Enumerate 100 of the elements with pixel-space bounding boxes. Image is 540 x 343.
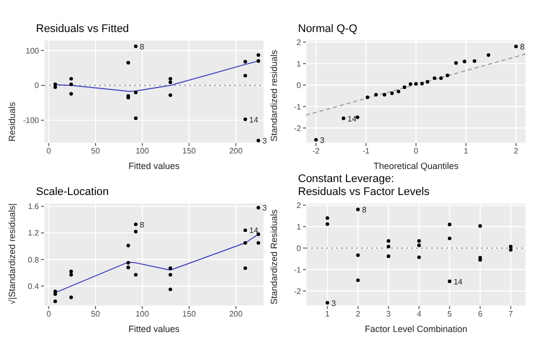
x-tick-label: 200 — [229, 310, 244, 319]
y-tick-label: 0.8 — [28, 255, 40, 264]
point — [69, 92, 73, 96]
point — [374, 92, 378, 97]
x-tick-label: 1 — [325, 310, 330, 319]
point — [256, 241, 260, 245]
y-tick-label: 1.2 — [28, 228, 40, 238]
point — [396, 90, 400, 94]
x-tick-label: 5 — [447, 310, 452, 319]
x-tick-label: 200 — [229, 146, 244, 156]
y-tick-label: 1.6 — [28, 202, 40, 212]
y-axis-title: Residuals — [7, 101, 18, 142]
y-tick-label: 2 — [296, 200, 302, 210]
point — [356, 278, 360, 282]
point — [243, 117, 248, 122]
x-tick-label: 100 — [136, 146, 150, 156]
point — [243, 266, 248, 270]
annotation: 8 — [520, 42, 525, 52]
annotation: 3 — [331, 298, 336, 308]
y-tick-label: -1 — [294, 265, 302, 274]
x-tick-label: 150 — [182, 146, 196, 156]
x-axis-title: Factor Level Combination — [364, 324, 468, 334]
point — [256, 206, 260, 210]
y-tick-label: 1 — [296, 222, 302, 232]
annotation: 8 — [140, 42, 145, 52]
x-tick-label: 6 — [478, 310, 483, 319]
point — [53, 292, 58, 296]
x-tick-label: 100 — [136, 310, 150, 319]
point — [126, 60, 130, 64]
point — [386, 239, 390, 243]
point — [417, 243, 421, 248]
x-tick-label: -1 — [362, 146, 370, 156]
annotation: 14 — [249, 115, 259, 124]
y-tick-label: 0 — [34, 81, 40, 90]
y-axis-title: Standardized Residuals — [269, 208, 280, 304]
point — [134, 230, 138, 234]
point — [134, 222, 138, 226]
point — [243, 241, 248, 245]
y-tick-label: 2 — [296, 38, 302, 47]
annotation: 8 — [140, 220, 145, 230]
y-tick-label: 100 — [26, 46, 40, 56]
point — [69, 76, 73, 81]
x-tick-label: 7 — [508, 310, 514, 319]
point — [432, 76, 436, 80]
point — [402, 85, 406, 90]
point — [454, 61, 458, 65]
annotation: 14 — [249, 226, 259, 236]
x-tick-label: 0 — [414, 146, 419, 156]
point — [256, 53, 260, 57]
annotation: 3 — [262, 136, 268, 146]
point — [439, 76, 443, 80]
x-axis-title: Fitted values — [128, 161, 180, 171]
point — [314, 138, 318, 142]
point — [448, 222, 452, 226]
y-tick-label: -2 — [294, 286, 302, 296]
y-tick-label: 1 — [296, 59, 302, 68]
point — [342, 116, 346, 120]
x-axis-title: Theoretical Quantiles — [373, 161, 460, 171]
y-tick-label: -100 — [22, 116, 40, 126]
point — [448, 280, 452, 284]
point — [390, 91, 394, 96]
point — [256, 138, 260, 142]
point — [408, 82, 412, 86]
x-axis-title: Fitted values — [128, 324, 180, 334]
point — [326, 216, 330, 220]
point — [168, 93, 172, 97]
annotation: 3 — [262, 204, 268, 213]
point — [53, 85, 58, 89]
point — [386, 244, 390, 248]
x-tick-label: 50 — [91, 146, 100, 156]
point — [420, 82, 424, 86]
point — [168, 272, 172, 277]
x-tick-label: 50 — [91, 310, 100, 319]
y-tick-label: 0.4 — [28, 282, 40, 291]
point — [243, 74, 248, 78]
point — [134, 90, 138, 94]
point — [417, 239, 421, 243]
y-tick-label: 0 — [296, 80, 302, 90]
point — [53, 300, 58, 304]
point — [478, 258, 482, 262]
point — [462, 60, 466, 64]
point — [508, 248, 513, 252]
point — [69, 272, 73, 277]
point — [356, 253, 360, 257]
point — [243, 228, 248, 232]
point — [356, 208, 360, 212]
x-tick-label: -2 — [312, 146, 320, 156]
point — [326, 300, 330, 305]
annotation: 8 — [362, 205, 367, 214]
point — [134, 44, 138, 48]
y-tick-label: -1 — [294, 102, 302, 112]
point — [256, 232, 260, 236]
point — [472, 59, 476, 63]
point — [53, 82, 58, 86]
point — [126, 261, 130, 265]
point — [69, 296, 73, 300]
chart-title: Scale-Location — [36, 186, 110, 199]
point — [168, 80, 172, 84]
point — [417, 255, 421, 260]
x-tick-label: 0 — [46, 310, 52, 319]
